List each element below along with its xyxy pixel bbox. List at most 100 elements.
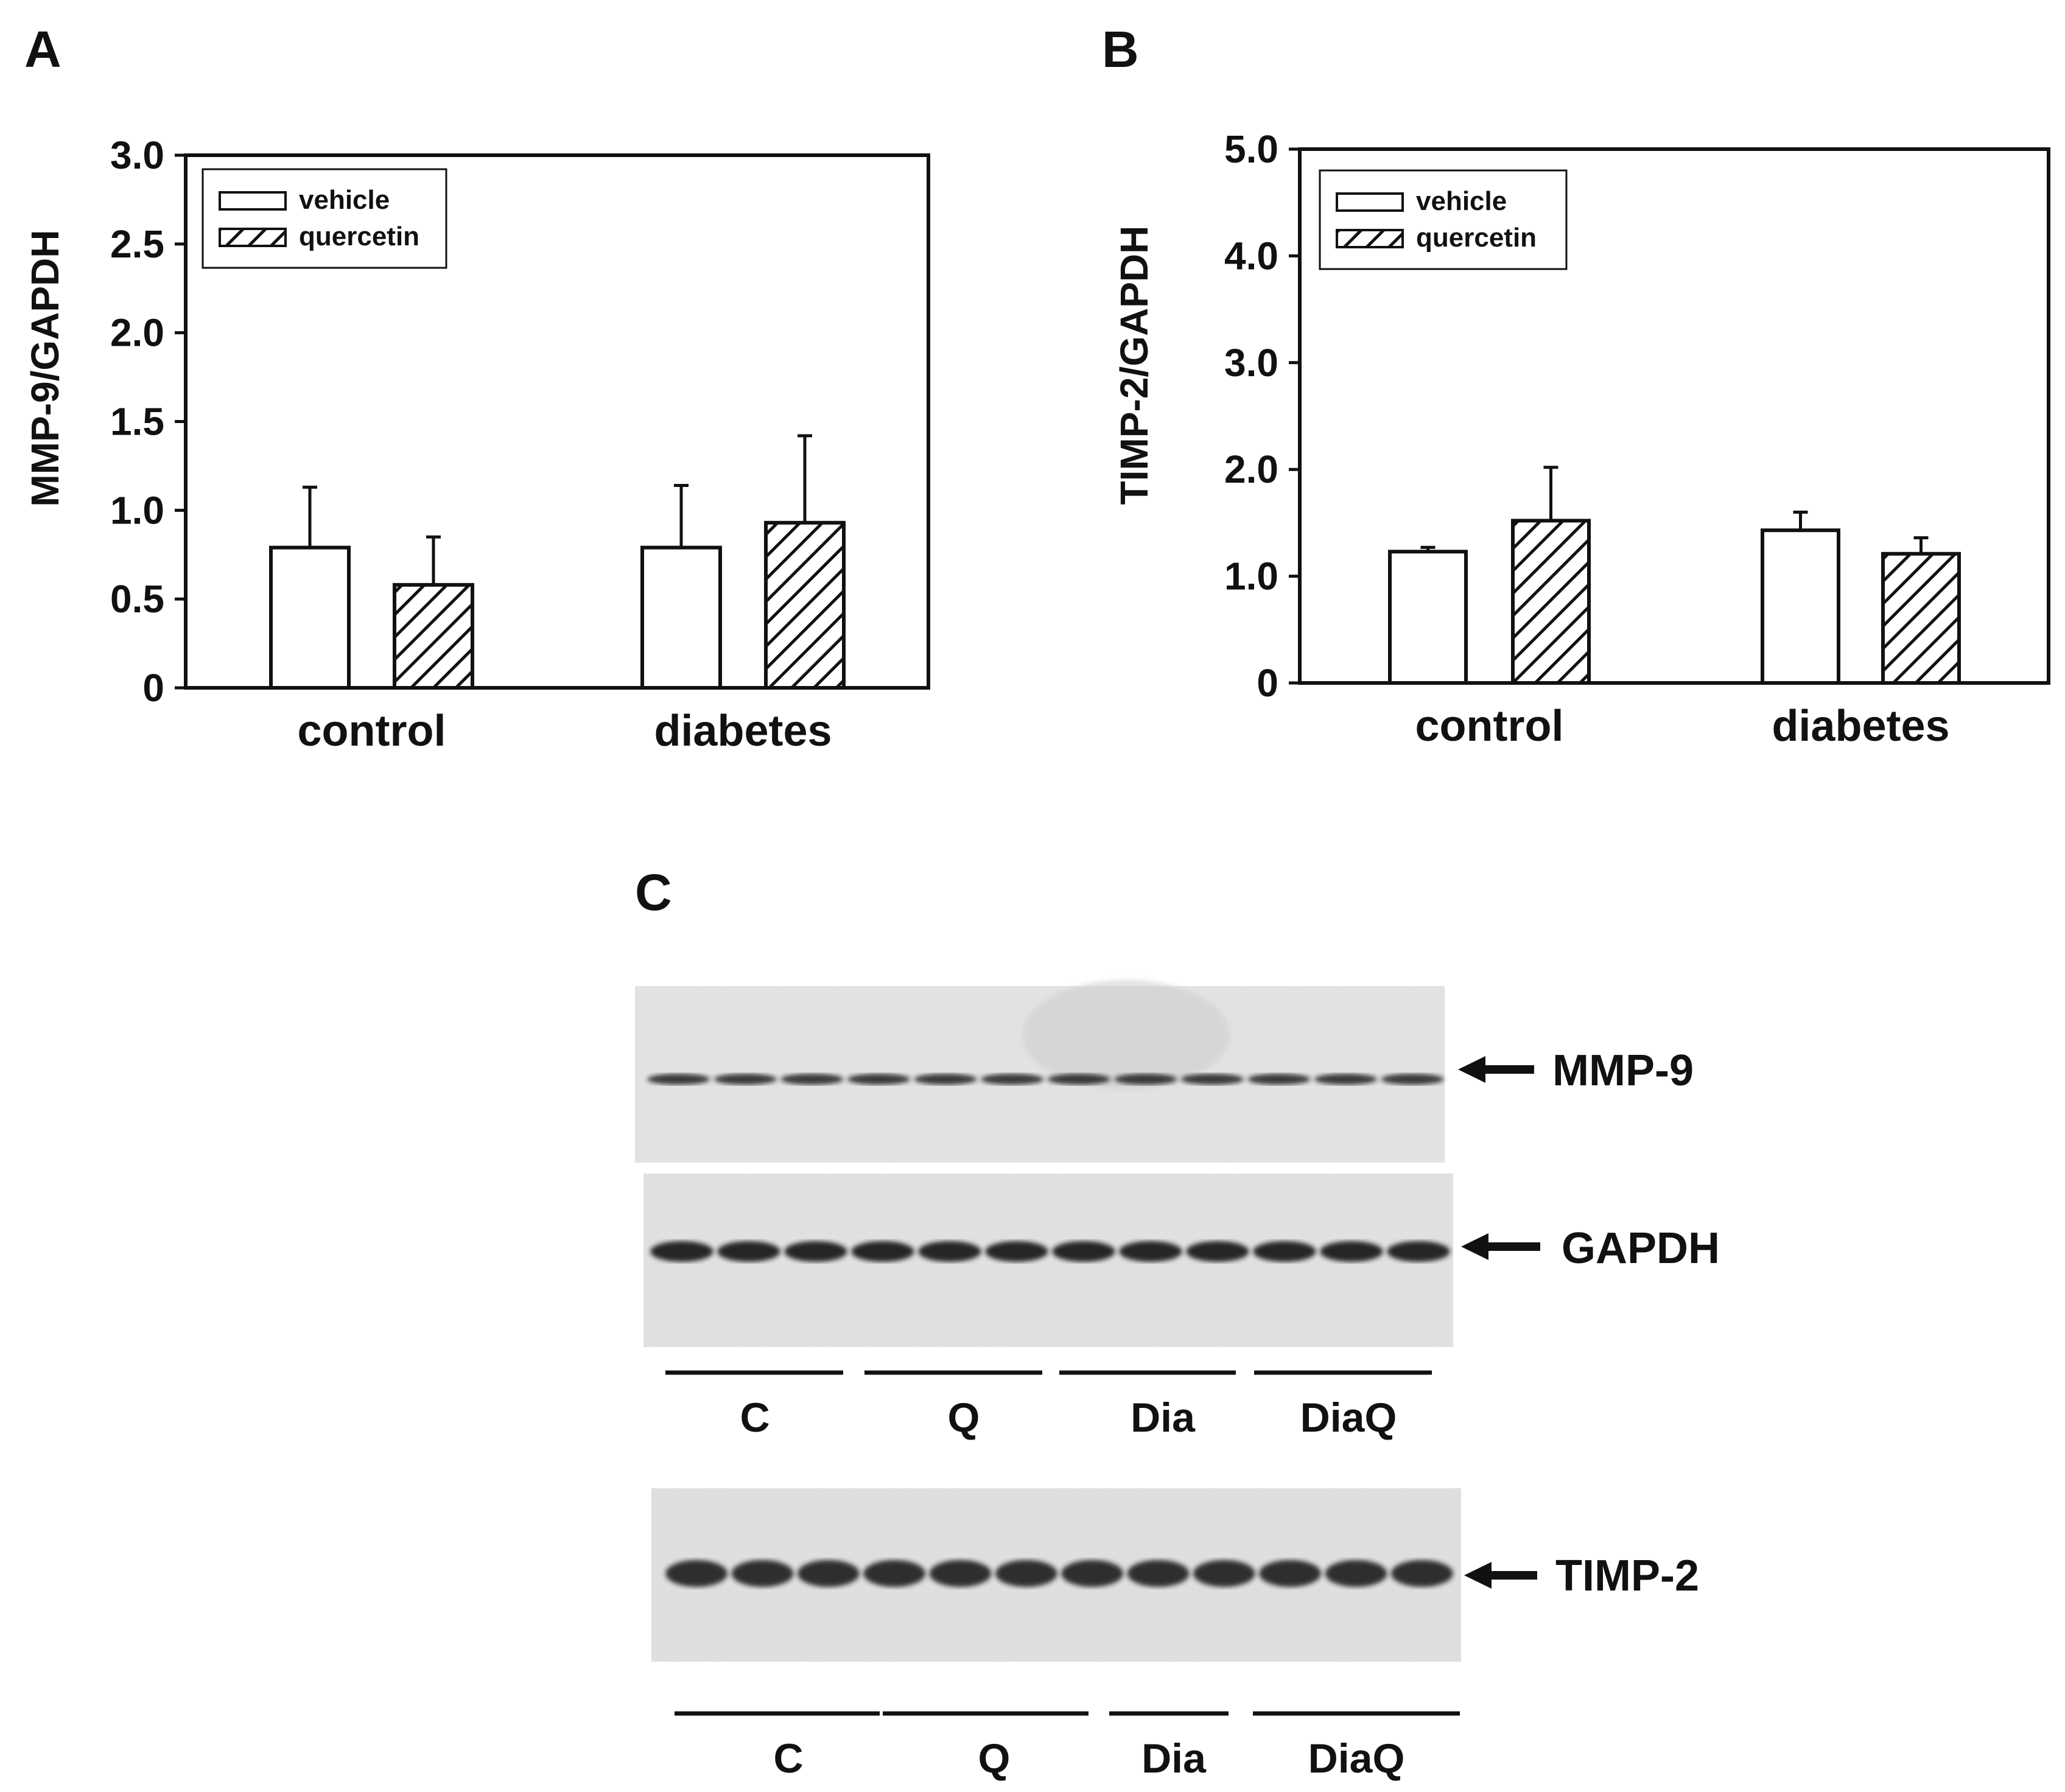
lane-label-dia: Dia xyxy=(1131,1395,1196,1441)
blot-band xyxy=(717,1241,780,1262)
panel-c: C MMP-9 GAPDH C Q Dia DiaQ xyxy=(635,864,1720,1782)
y-tick-label: 2.5 xyxy=(110,222,164,266)
blot-timp2: TIMP-2 xyxy=(651,1488,1699,1662)
blot-mmp9-lanes xyxy=(647,1074,1444,1085)
blot-band xyxy=(981,1074,1044,1085)
blot-gapdh-texture xyxy=(643,1174,1453,1347)
blot-band xyxy=(1047,1074,1110,1085)
blot-band xyxy=(918,1241,981,1262)
blot-band xyxy=(1253,1241,1316,1262)
panel-a-category-labels: control diabetes xyxy=(298,707,832,755)
legend-box xyxy=(1319,169,1568,270)
y-tick-label: 3.0 xyxy=(1224,341,1278,385)
panel-a-letter: A xyxy=(24,21,61,78)
blot-band xyxy=(851,1241,914,1262)
bar-quercetin-control xyxy=(393,583,474,690)
bar-vehicle-control xyxy=(1388,550,1468,685)
lane-groups-bottom: C Q Dia DiaQ xyxy=(675,1711,1460,1782)
category-label: control xyxy=(298,707,446,755)
blot-gapdh-lanes xyxy=(650,1241,1450,1262)
panel-b-legend: vehicle quercetin xyxy=(1319,169,1568,270)
legend-label-vehicle: vehicle xyxy=(1416,186,1507,216)
blot-band xyxy=(780,1074,844,1085)
y-tick-label: 0 xyxy=(142,666,164,710)
blot-band xyxy=(1387,1241,1450,1262)
blot-band xyxy=(1114,1074,1177,1085)
panel-b-bars xyxy=(1388,466,1961,685)
blot-band xyxy=(1186,1241,1249,1262)
band-label-gapdh: GAPDH xyxy=(1562,1224,1720,1273)
blot-gapdh: GAPDH xyxy=(643,1174,1720,1347)
blot-band xyxy=(995,1560,1057,1587)
category-label: diabetes xyxy=(654,707,832,755)
y-tick-label: 1.0 xyxy=(110,488,164,532)
legend-swatch-quercetin xyxy=(219,228,287,247)
blot-band xyxy=(713,1074,777,1085)
lane-label-c: C xyxy=(773,1735,803,1782)
legend-swatch-vehicle xyxy=(219,191,287,211)
blot-band xyxy=(731,1560,794,1587)
y-tick-label: 2.0 xyxy=(1224,447,1278,491)
blot-band xyxy=(1193,1560,1255,1587)
blot-mmp9: MMP-9 xyxy=(635,980,1694,1163)
blot-band xyxy=(1381,1074,1444,1085)
arrow-gapdh-icon xyxy=(1461,1233,1540,1260)
blot-band xyxy=(863,1560,926,1587)
y-tick-label: 0.5 xyxy=(110,577,164,621)
blot-band xyxy=(1061,1560,1124,1587)
blot-band xyxy=(1052,1241,1115,1262)
y-tick-label: 5.0 xyxy=(1224,127,1278,171)
panel-a-bars xyxy=(269,434,846,690)
bar-vehicle-diabetes xyxy=(1761,528,1840,685)
legend-box xyxy=(202,168,447,269)
blot-band xyxy=(1390,1560,1453,1587)
y-tick-label: 2.0 xyxy=(110,311,164,355)
y-tick-label: 1.5 xyxy=(110,400,164,444)
arrow-mmp9-icon xyxy=(1458,1056,1534,1083)
y-tick-label: 1.0 xyxy=(1224,555,1278,598)
blot-band xyxy=(665,1560,728,1587)
y-tick-label: 4.0 xyxy=(1224,234,1278,278)
blot-band xyxy=(784,1241,847,1262)
panel-b-axes xyxy=(1298,147,2050,685)
blot-band xyxy=(847,1074,911,1085)
blot-mmp9-smudge xyxy=(1023,980,1230,1090)
legend-swatch-quercetin xyxy=(1336,229,1404,248)
lane-label-q: Q xyxy=(948,1395,980,1441)
panel-a-legend: vehicle quercetin xyxy=(202,168,447,269)
blot-band xyxy=(985,1241,1048,1262)
category-label: diabetes xyxy=(1772,702,1949,751)
panel-c-letter: C xyxy=(635,864,672,921)
bar-quercetin-diabetes xyxy=(764,520,846,690)
lane-groups-top: C Q Dia DiaQ xyxy=(665,1370,1432,1441)
band-label-timp2: TIMP-2 xyxy=(1555,1552,1699,1600)
blot-band xyxy=(1119,1241,1182,1262)
panel-b-y-ticks: 0 1.0 2.0 3.0 4.0 5.0 xyxy=(1224,127,1300,705)
blot-timp2-lanes xyxy=(665,1560,1453,1587)
panel-a-y-ticks: 0 0.5 1.0 1.5 2.0 2.5 3.0 xyxy=(110,133,186,710)
panel-a-y-axis-label: MMP-9/GAPDH xyxy=(23,229,67,506)
panel-b-letter: B xyxy=(1102,21,1139,78)
blot-band xyxy=(1127,1560,1190,1587)
panel-b-y-axis-label: TIMP-2/GAPDH xyxy=(1112,226,1156,505)
blot-band xyxy=(1325,1560,1387,1587)
plot-frame xyxy=(1298,147,2050,685)
blot-band xyxy=(1180,1074,1244,1085)
legend-label-quercetin: quercetin xyxy=(299,222,419,251)
bar-vehicle-diabetes xyxy=(640,545,722,690)
band-label-mmp9: MMP-9 xyxy=(1552,1046,1694,1095)
lane-label-diaq: DiaQ xyxy=(1308,1735,1405,1782)
category-label: control xyxy=(1415,702,1564,751)
panel-b-category-labels: control diabetes xyxy=(1415,702,1950,751)
blot-band xyxy=(1320,1241,1383,1262)
blot-band xyxy=(1247,1074,1311,1085)
legend-label-quercetin: quercetin xyxy=(1416,223,1537,253)
lane-label-c: C xyxy=(740,1395,770,1441)
blot-band xyxy=(647,1074,710,1085)
bar-quercetin-diabetes xyxy=(1881,551,1961,685)
legend-swatch-vehicle xyxy=(1336,192,1404,212)
panel-a: A MMP-9/GAPDH 0 0.5 1.0 1.5 2.0 2.5 3.0 contro… xyxy=(23,21,930,755)
blot-band xyxy=(914,1074,977,1085)
y-tick-label: 3.0 xyxy=(110,133,164,177)
